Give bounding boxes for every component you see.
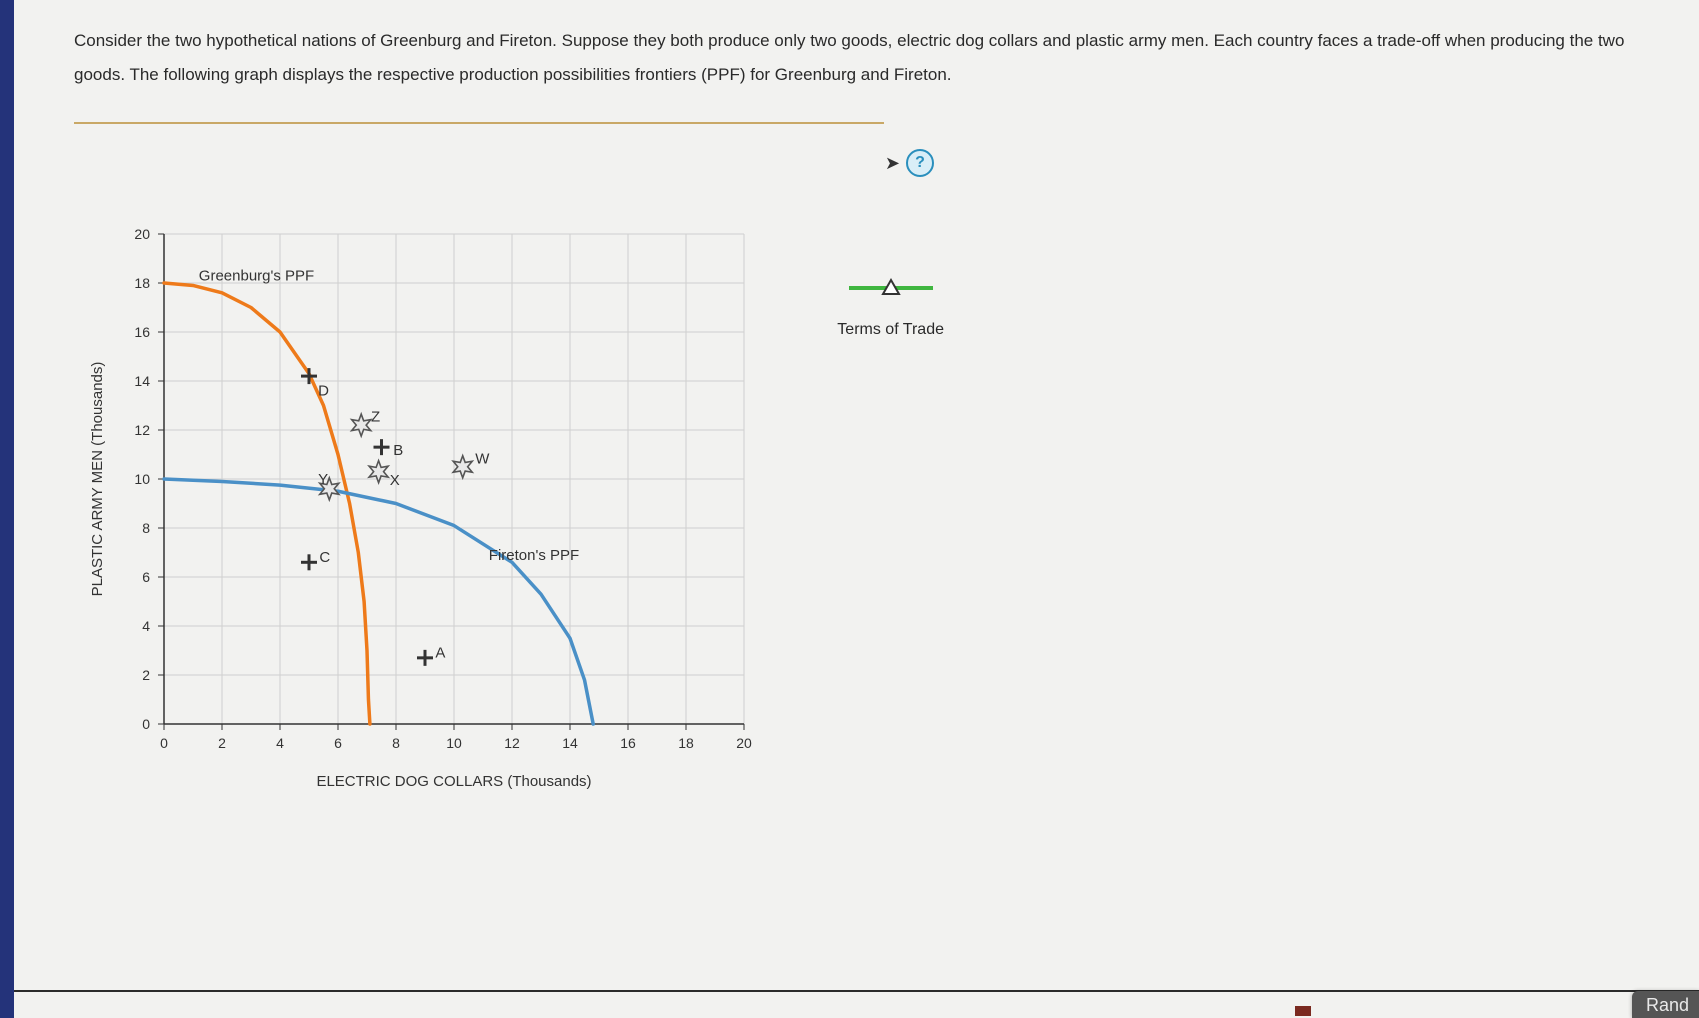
legend[interactable]: Terms of Trade	[837, 274, 944, 339]
svg-text:14: 14	[134, 373, 150, 389]
cursor-icon: ➤	[885, 153, 900, 174]
svg-text:C: C	[319, 549, 330, 566]
chart-container: ➤ ? 0 2 4 6 8 10 12 14 16 18 20 0 2 4 6 8 10 12 14 16 18 20 EL…	[74, 144, 974, 864]
svg-text:PLASTIC ARMY MEN (Thousands): PLASTIC ARMY MEN (Thousands)	[89, 362, 106, 597]
svg-text:20: 20	[134, 226, 150, 242]
svg-text:Z: Z	[371, 409, 380, 426]
svg-text:6: 6	[142, 569, 150, 585]
svg-text:4: 4	[142, 618, 150, 634]
legend-swatch	[841, 274, 941, 302]
svg-text:B: B	[393, 442, 403, 459]
help-label: ?	[915, 154, 925, 172]
svg-text:X: X	[390, 472, 400, 489]
svg-text:8: 8	[392, 735, 400, 751]
content-area: Consider the two hypothetical nations of…	[14, 0, 1699, 1018]
svg-text:16: 16	[620, 735, 636, 751]
svg-text:W: W	[475, 450, 490, 467]
question-text: Consider the two hypothetical nations of…	[74, 24, 1639, 92]
svg-text:12: 12	[504, 735, 520, 751]
svg-text:18: 18	[678, 735, 694, 751]
svg-text:D: D	[318, 382, 329, 399]
svg-text:ELECTRIC DOG COLLARS (Thousand: ELECTRIC DOG COLLARS (Thousands)	[316, 773, 591, 790]
svg-text:2: 2	[142, 667, 150, 683]
svg-text:Fireton's PPF: Fireton's PPF	[489, 547, 579, 564]
help-area: ➤ ?	[885, 149, 934, 177]
bottom-accent	[1295, 1006, 1311, 1016]
left-accent-bar	[0, 0, 14, 1018]
svg-text:12: 12	[134, 422, 150, 438]
help-button[interactable]: ?	[906, 149, 934, 177]
svg-text:16: 16	[134, 324, 150, 340]
svg-text:18: 18	[134, 275, 150, 291]
svg-text:8: 8	[142, 520, 150, 536]
bottom-border	[14, 990, 1699, 992]
svg-text:10: 10	[134, 471, 150, 487]
svg-text:Greenburg's PPF: Greenburg's PPF	[199, 268, 314, 285]
legend-label: Terms of Trade	[837, 321, 944, 339]
ppf-chart[interactable]: 0 2 4 6 8 10 12 14 16 18 20 0 2 4 6 8 10 12 14 16 18 20 ELECTR…	[74, 204, 774, 804]
svg-text:2: 2	[218, 735, 226, 751]
svg-text:0: 0	[160, 735, 168, 751]
svg-text:A: A	[435, 645, 445, 662]
svg-text:Y: Y	[318, 471, 328, 488]
section-divider	[74, 122, 884, 124]
svg-text:6: 6	[334, 735, 342, 751]
svg-text:4: 4	[276, 735, 284, 751]
svg-text:14: 14	[562, 735, 578, 751]
svg-text:10: 10	[446, 735, 462, 751]
svg-text:20: 20	[736, 735, 752, 751]
svg-text:0: 0	[142, 716, 150, 732]
rand-badge: Rand	[1632, 991, 1699, 1018]
badge-text: Rand	[1646, 995, 1689, 1015]
